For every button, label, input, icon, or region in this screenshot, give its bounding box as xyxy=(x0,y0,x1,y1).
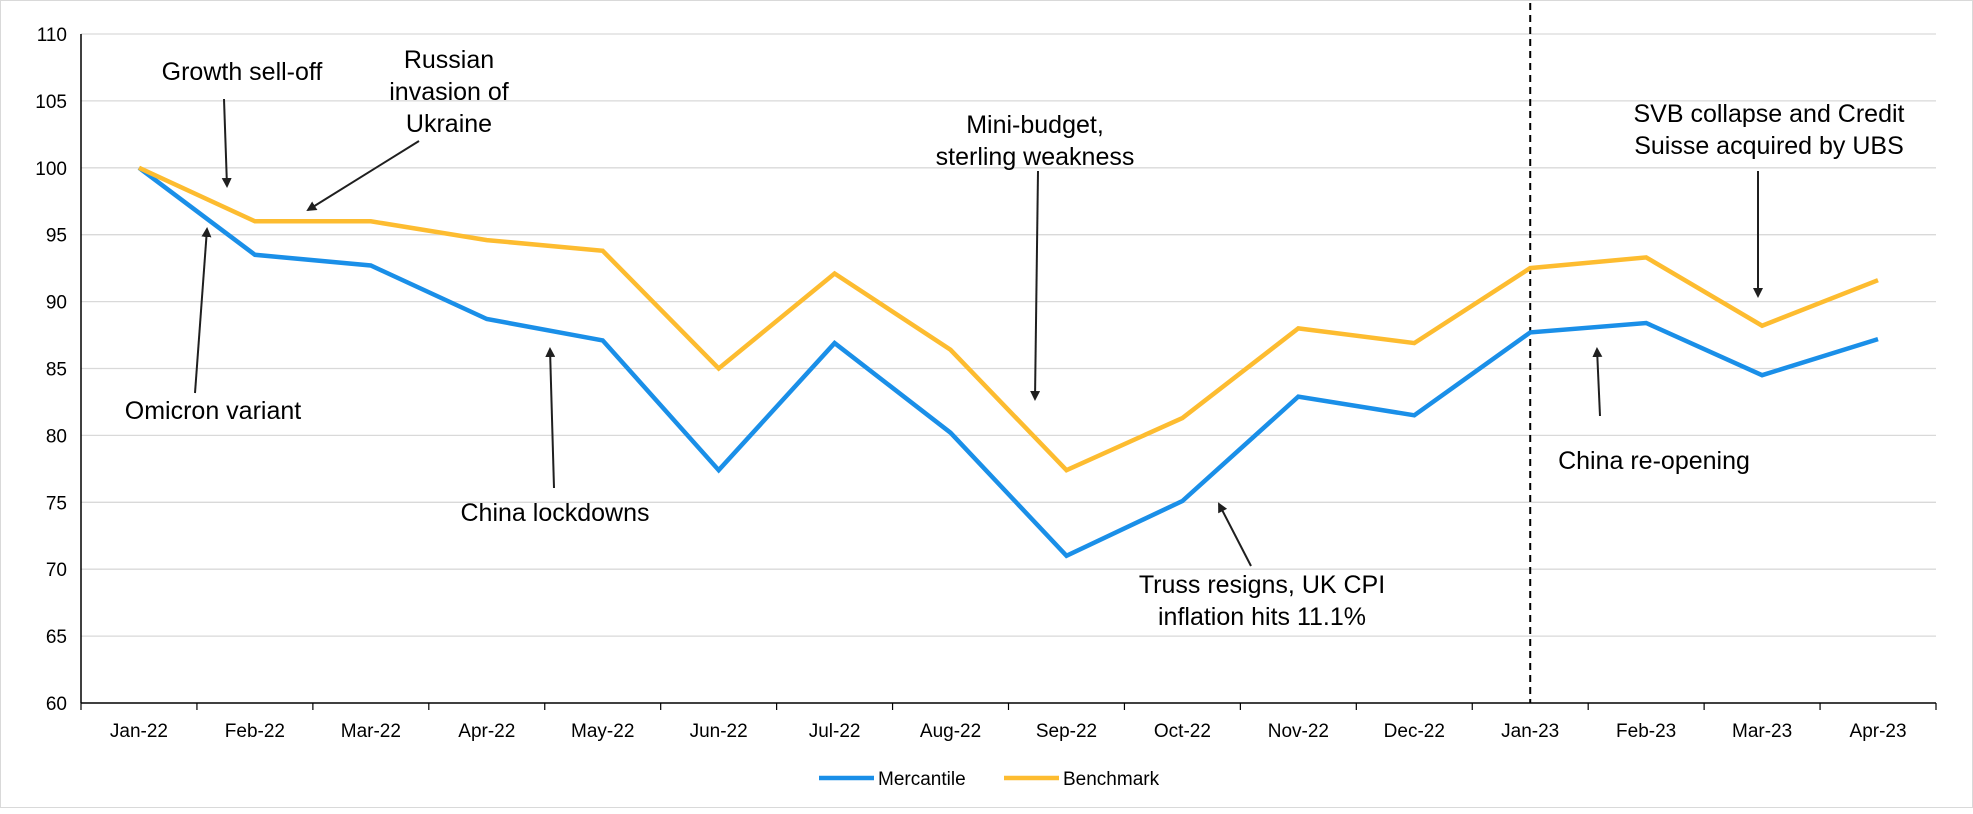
x-tick-label-Jan-22: Jan-22 xyxy=(110,721,168,742)
annotation-5: Mini-budget, sterling weakness xyxy=(936,111,1135,171)
annotation-arrow-2 xyxy=(306,140,420,212)
y-tick-label-65: 65 xyxy=(46,627,67,648)
legend-label-benchmark: Benchmark xyxy=(1063,769,1160,790)
annotation-6: Truss resigns, UK CPI inflation hits 11.1… xyxy=(1139,571,1385,631)
x-tick-label-Apr-23: Apr-23 xyxy=(1850,721,1907,742)
annotation-arrow-5 xyxy=(1030,170,1041,401)
y-tick-label-70: 70 xyxy=(46,560,67,581)
x-tick-label-Sep-22: Sep-22 xyxy=(1036,721,1097,742)
y-tick-label-100: 100 xyxy=(35,159,67,180)
x-tick-label-Aug-22: Aug-22 xyxy=(920,721,981,742)
y-tick-label-80: 80 xyxy=(46,426,67,447)
series-line-benchmark xyxy=(138,165,1879,473)
y-tick-labels: 60 65 70 75 80 85 90 95 100 105 110 xyxy=(35,25,67,715)
legend-label-mercantile: Mercantile xyxy=(878,769,966,790)
x-tick-label-Feb-23: Feb-23 xyxy=(1616,721,1676,742)
annotation-4: China lockdowns xyxy=(461,499,650,527)
y-tick-label-85: 85 xyxy=(46,360,67,381)
x-tick-label-Apr-22: Apr-22 xyxy=(458,721,515,742)
annotation-arrow-6 xyxy=(1218,502,1252,567)
x-tick-label-Oct-22: Oct-22 xyxy=(1154,721,1211,742)
annotation-3: Omicron variant xyxy=(125,397,301,425)
annotations: Growth sell-off Russian invasion of Ukraine… xyxy=(125,46,1905,631)
annotation-arrows xyxy=(194,98,1763,567)
x-tick-labels: Jan-22 Feb-22 Mar-22 Apr-22 May-22 Jun-22 Jul-… xyxy=(110,721,1907,742)
x-tick-label-Jun-22: Jun-22 xyxy=(690,721,748,742)
x-tick-label-Mar-23: Mar-23 xyxy=(1732,721,1792,742)
annotation-1: Growth sell-off xyxy=(162,58,323,86)
series-lines xyxy=(137,165,1879,559)
legend: Mercantile Benchmark xyxy=(819,769,1160,790)
series-line-mercantile xyxy=(137,166,1879,559)
gridlines xyxy=(81,33,1936,637)
annotation-8: SVB collapse and Credit Suisse acquired b… xyxy=(1634,100,1905,160)
x-tick-label-May-22: May-22 xyxy=(571,721,634,742)
y-tick-label-90: 90 xyxy=(46,293,67,314)
annotation-2: Russian invasion of Ukraine xyxy=(389,46,509,138)
annotation-arrow-1 xyxy=(221,98,232,188)
x-tick-label-Dec-22: Dec-22 xyxy=(1384,721,1445,742)
annotation-arrow-4 xyxy=(545,347,556,489)
y-tick-label-75: 75 xyxy=(46,493,67,514)
x-tick-label-Jan-23: Jan-23 xyxy=(1501,721,1559,742)
x-tick-label-Mar-22: Mar-22 xyxy=(341,721,401,742)
y-tick-label-105: 105 xyxy=(35,92,67,113)
x-tick-label-Feb-22: Feb-22 xyxy=(225,721,285,742)
annotation-arrow-3 xyxy=(194,227,212,394)
axes xyxy=(80,3,1937,710)
annotation-7: China re-opening xyxy=(1558,447,1750,475)
y-tick-label-110: 110 xyxy=(37,25,67,46)
y-tick-label-95: 95 xyxy=(46,226,67,247)
x-tick-label-Nov-22: Nov-22 xyxy=(1268,721,1329,742)
annotation-arrow-7 xyxy=(1592,347,1603,417)
x-tick-label-Jul-22: Jul-22 xyxy=(809,721,861,742)
y-tick-label-60: 60 xyxy=(46,694,67,715)
